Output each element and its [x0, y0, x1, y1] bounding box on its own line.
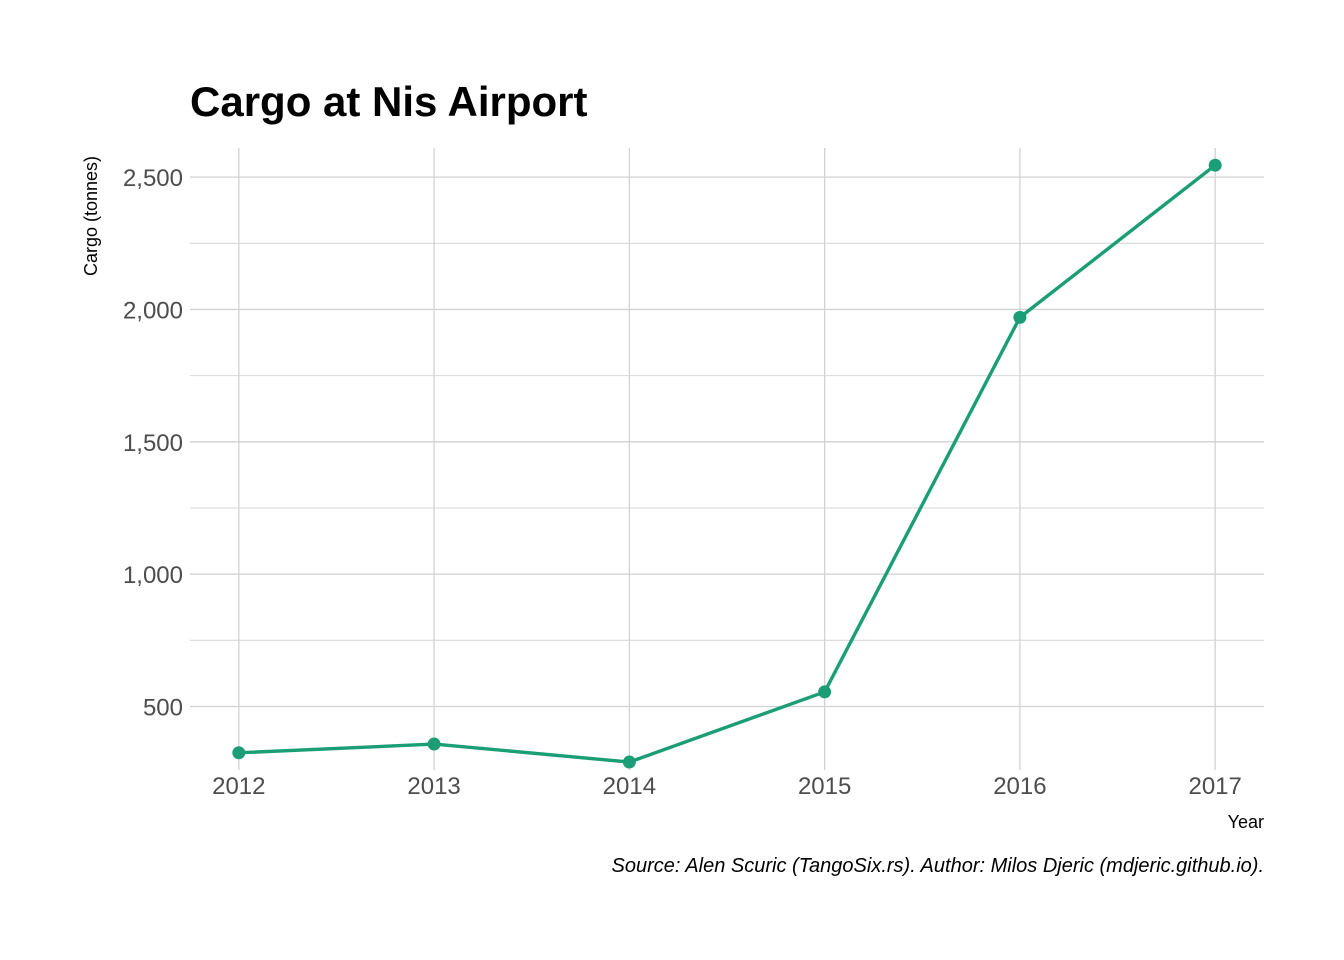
data-point: [232, 746, 246, 760]
grid-lines: [190, 148, 1264, 770]
data-point: [622, 755, 636, 769]
series-line: [238, 163, 1217, 764]
x-tick-label: 2014: [603, 773, 656, 800]
x-tick-label: 2012: [212, 773, 265, 800]
y-tick-label: 2,500: [123, 165, 183, 192]
data-point: [1013, 310, 1027, 324]
y-axis-title: Cargo (tonnes): [81, 156, 101, 276]
data-point: [818, 685, 832, 699]
y-tick-label: 1,000: [123, 562, 183, 589]
y-axis-tick-labels: 500 1,000 1,500 2,000 2,500: [123, 165, 183, 721]
chart-title: Cargo at Nis Airport: [190, 78, 587, 125]
y-tick-label: 1,500: [123, 430, 183, 457]
x-tick-label: 2013: [407, 773, 460, 800]
x-axis-tick-labels: 2012 2013 2014 2015 2016 2017: [212, 773, 1242, 800]
chart-caption: Source: Alen Scuric (TangoSix.rs). Autho…: [612, 855, 1264, 877]
x-axis-title: Year: [1228, 812, 1264, 832]
data-series: [232, 158, 1222, 769]
data-point: [1208, 158, 1222, 172]
y-tick-label: 2,000: [123, 297, 183, 324]
x-tick-label: 2017: [1188, 773, 1241, 800]
y-tick-label: 500: [143, 694, 183, 721]
x-tick-label: 2015: [798, 773, 851, 800]
data-point: [427, 737, 441, 751]
x-tick-label: 2016: [993, 773, 1046, 800]
